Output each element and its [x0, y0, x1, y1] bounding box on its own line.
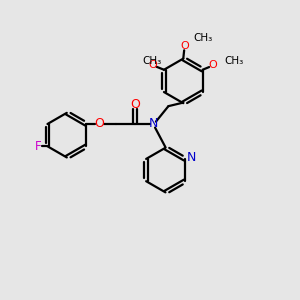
Text: CH₃: CH₃ [194, 33, 213, 43]
Text: F: F [34, 140, 41, 153]
Text: N: N [187, 151, 196, 164]
Text: O: O [180, 41, 189, 51]
Text: N: N [149, 118, 158, 130]
Text: O: O [148, 60, 157, 70]
Text: O: O [130, 98, 140, 112]
Text: CH₃: CH₃ [224, 56, 243, 66]
Text: O: O [208, 60, 217, 70]
Text: CH₃: CH₃ [142, 56, 162, 66]
Text: O: O [94, 118, 104, 130]
